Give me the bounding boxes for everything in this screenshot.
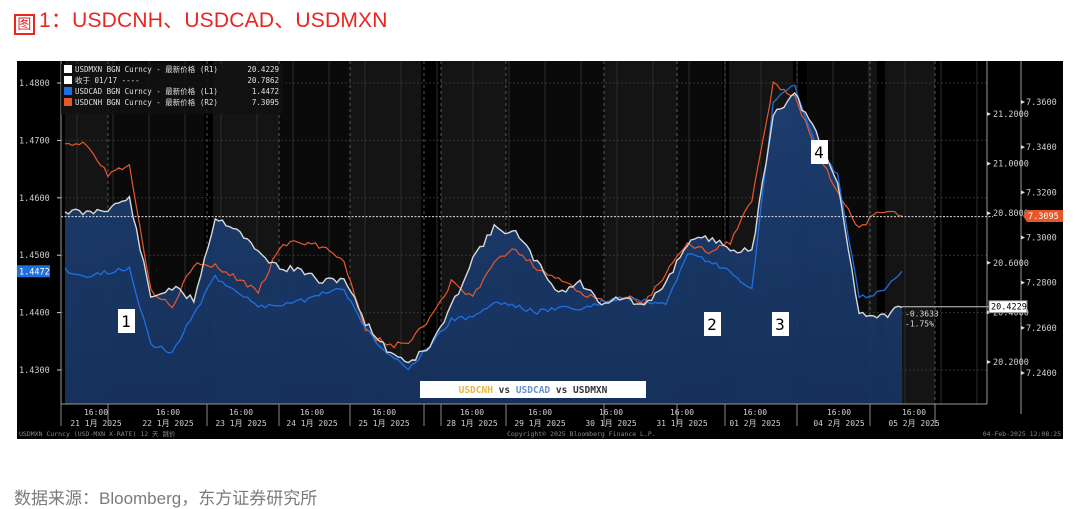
svg-text:16:00: 16:00 (229, 408, 253, 417)
svg-text:7.3200: 7.3200 (1026, 188, 1057, 198)
svg-text:16:00: 16:00 (670, 408, 694, 417)
svg-text:05 2月 2025: 05 2月 2025 (888, 419, 940, 428)
svg-text:20.8000: 20.8000 (993, 209, 1029, 219)
svg-text:29 1月 2025: 29 1月 2025 (514, 419, 566, 428)
svg-text:16:00: 16:00 (528, 408, 552, 417)
svg-text:7.2600: 7.2600 (1026, 324, 1057, 334)
svg-text:4: 4 (814, 143, 824, 162)
svg-text:16:00: 16:00 (372, 408, 396, 417)
svg-text:1.4400: 1.4400 (19, 309, 50, 319)
svg-text:16:00: 16:00 (460, 408, 484, 417)
svg-text:1.4472: 1.4472 (252, 87, 279, 96)
svg-text:20.7862: 20.7862 (247, 76, 279, 85)
usdcad-line (64, 84, 903, 371)
fx-line-chart: -0.3633-1.75% 1.48001.47001.46001.45001.… (17, 61, 1063, 438)
svg-text:24 1月 2025: 24 1月 2025 (286, 419, 338, 428)
svg-text:25 1月 2025: 25 1月 2025 (358, 419, 410, 428)
svg-text:3: 3 (775, 315, 785, 334)
usdmxn-line (64, 91, 903, 364)
svg-text:04 2月 2025: 04 2月 2025 (813, 419, 865, 428)
svg-text:7.3000: 7.3000 (1026, 234, 1057, 244)
figure-label-box: 图 (14, 14, 35, 35)
svg-text:31 1月 2025: 31 1月 2025 (656, 419, 708, 428)
svg-text:收于 01/17 ----: 收于 01/17 ---- (75, 75, 140, 85)
svg-text:-0.3633: -0.3633 (905, 310, 939, 319)
svg-text:7.3095: 7.3095 (1028, 212, 1059, 222)
svg-text:Copyright© 2025 Bloomberg Fina: Copyright© 2025 Bloomberg Finance L.P. (507, 430, 656, 438)
figure-title-text: 1：USDCNH、USDCAD、USDMXN (39, 9, 388, 32)
mxn-area-fill (65, 92, 902, 405)
svg-text:USDCNH vs USDCAD vs USDMXN: USDCNH vs USDCAD vs USDMXN (459, 385, 608, 396)
svg-text:1.4700: 1.4700 (19, 136, 50, 146)
svg-text:1.4600: 1.4600 (19, 194, 50, 204)
svg-text:20.4000: 20.4000 (993, 308, 1029, 318)
svg-text:20.4229: 20.4229 (991, 303, 1027, 313)
overlay-banner: USDCNH vs USDCAD vs USDMXN (420, 381, 646, 398)
svg-text:20.6000: 20.6000 (993, 259, 1029, 269)
svg-text:USDCAD BGN Curncy - 最新价格 (L1): USDCAD BGN Curncy - 最新价格 (L1) (75, 86, 218, 96)
figure-title: 图 1：USDCNH、USDCAD、USDMXN (14, 4, 388, 35)
svg-text:23 1月 2025: 23 1月 2025 (215, 419, 267, 428)
svg-text:1.4472: 1.4472 (19, 267, 50, 277)
svg-text:21.2000: 21.2000 (993, 110, 1029, 120)
svg-text:1.4300: 1.4300 (19, 366, 50, 376)
svg-text:16:00: 16:00 (599, 408, 623, 417)
svg-text:16:00: 16:00 (84, 408, 108, 417)
svg-text:USDMXN Curncy (USD-MXN X-RATE): USDMXN Curncy (USD-MXN X-RATE) 12 天 跳价 (19, 429, 176, 438)
svg-text:7.2400: 7.2400 (1026, 369, 1057, 379)
axes: 1.4800 1.4700 1.4600 1.4500 1.4400 1.4300 1.44… (17, 61, 1063, 428)
terminal-footer: USDMXN Curncy (USD-MXN X-RATE) 12 天 跳价 Co… (19, 429, 1061, 438)
svg-text:21.0000: 21.0000 (993, 160, 1029, 170)
svg-text:7.2800: 7.2800 (1026, 279, 1057, 289)
svg-text:1.4500: 1.4500 (19, 251, 50, 261)
svg-text:-1.75%: -1.75% (905, 320, 934, 329)
reference-line-0117: -0.3633-1.75% (61, 216, 993, 329)
svg-text:28 1月 2025: 28 1月 2025 (446, 419, 498, 428)
svg-text:20.4229: 20.4229 (247, 65, 279, 74)
svg-text:1: 1 (121, 312, 131, 331)
svg-text:7.3600: 7.3600 (1026, 98, 1057, 108)
svg-text:21 1月 2025: 21 1月 2025 (70, 419, 122, 428)
svg-text:04-Feb-2025 12:08:25: 04-Feb-2025 12:08:25 (983, 430, 1061, 438)
svg-text:16:00: 16:00 (743, 408, 767, 417)
svg-text:16:00: 16:00 (827, 408, 851, 417)
svg-text:01 2月 2025: 01 2月 2025 (729, 419, 781, 428)
svg-text:1.4800: 1.4800 (19, 79, 50, 89)
event-markers: 1 2 3 4 (118, 140, 828, 336)
svg-text:7.3400: 7.3400 (1026, 143, 1057, 153)
svg-text:20.2000: 20.2000 (993, 358, 1029, 368)
svg-text:16:00: 16:00 (156, 408, 180, 417)
data-source-note: 数据来源：Bloomberg，东方证券研究所 (14, 489, 318, 508)
svg-text:16:00: 16:00 (300, 408, 324, 417)
svg-text:16:00: 16:00 (902, 408, 926, 417)
bloomberg-chart-panel: -0.3633 -1.75% 1.4800 1.4700 1.4600 1.4500 1.… (17, 61, 1063, 439)
svg-text:USDCNH BGN Curncy - 最新价格 (R2): USDCNH BGN Curncy - 最新价格 (R2) (75, 97, 218, 107)
svg-text:USDMXN BGN Curncy - 最新价格 (R1): USDMXN BGN Curncy - 最新价格 (R1) (75, 64, 218, 74)
series-lines (64, 80, 903, 371)
svg-text:30 1月 2025: 30 1月 2025 (585, 419, 637, 428)
svg-text:22 1月 2025: 22 1月 2025 (142, 419, 194, 428)
svg-text:7.3095: 7.3095 (252, 98, 279, 107)
usdcnh-line (64, 80, 903, 349)
legend: USDMXN BGN Curncy - 最新价格 (R1) 20.4229 收于 0… (61, 64, 283, 114)
svg-text:2: 2 (707, 315, 717, 334)
